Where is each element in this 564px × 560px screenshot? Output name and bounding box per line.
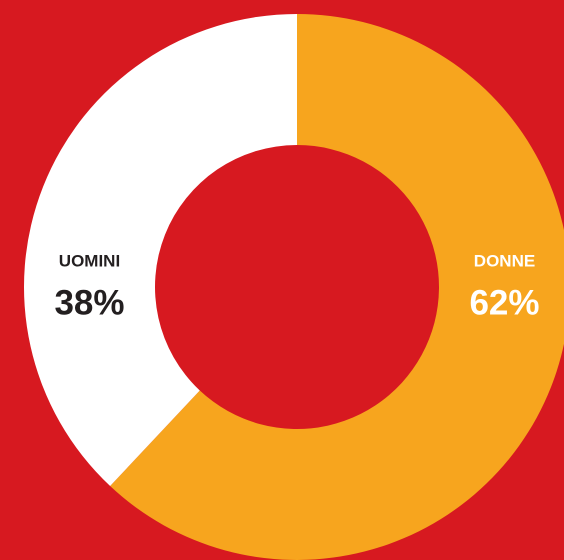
slice-value-label: 38% xyxy=(54,283,124,322)
slice-category-label: DONNE xyxy=(474,251,535,270)
slice-value-label: 62% xyxy=(469,283,539,322)
slice-category-label: UOMINI xyxy=(59,251,120,270)
donut-slice xyxy=(110,14,564,560)
donut-slice xyxy=(23,14,297,487)
